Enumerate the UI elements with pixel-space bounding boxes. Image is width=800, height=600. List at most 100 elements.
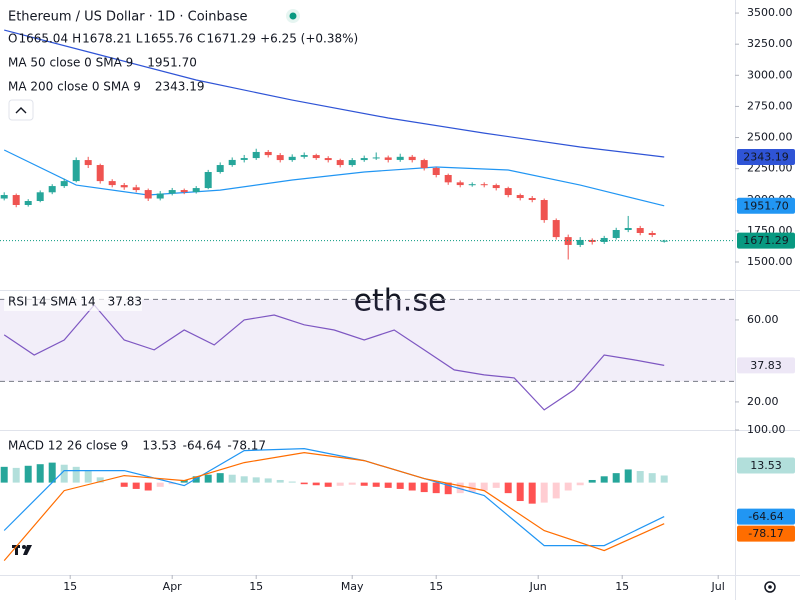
signal-badge: -78.17 [748, 527, 783, 540]
ohlc-value: 1655.76 [143, 32, 193, 46]
candle-body [252, 151, 260, 159]
candle-body [504, 188, 512, 196]
indicator-value: 1951.70 [147, 56, 197, 70]
candle-body [276, 155, 284, 161]
candle-body [48, 186, 56, 193]
candle-body [336, 160, 344, 166]
moving-average-line [4, 29, 665, 158]
histogram-bar [276, 479, 284, 483]
ohlc-value: 1671.29 [206, 32, 256, 46]
candle-body [120, 185, 128, 188]
x-tick-label: Jun [529, 580, 547, 593]
candle-body [144, 190, 152, 199]
candle-body [264, 151, 272, 156]
last-price-badge: 1671.29 [743, 234, 789, 247]
histogram-bar [636, 471, 644, 483]
histogram-bar [144, 482, 152, 491]
candle-body [408, 156, 416, 161]
histogram-bar [324, 482, 332, 487]
ohlc-label: H [72, 32, 81, 46]
candle-body [72, 160, 80, 182]
rsi-badge: 37.83 [750, 359, 782, 372]
histogram-bar [240, 476, 248, 483]
candle-body [156, 193, 164, 199]
histogram-bar [0, 466, 8, 483]
histogram-bar [552, 482, 560, 499]
histogram-bar [336, 482, 344, 486]
candle-body [576, 239, 584, 245]
candle-body [108, 181, 116, 186]
ma50-badge-bg [737, 197, 795, 214]
histogram-bar [204, 474, 212, 483]
histogram-bar [156, 482, 164, 487]
histogram-bar [132, 482, 140, 489]
collapse-button[interactable] [8, 99, 34, 121]
ohlc-change: +6.25 (+0.38%) [260, 32, 358, 46]
y-tick-label: 20.00 [747, 395, 779, 408]
histogram-bar [612, 473, 620, 483]
x-tick-label: 15 [615, 580, 629, 593]
histogram-bar [300, 482, 308, 485]
histogram-bar [264, 478, 272, 483]
histogram-bar [228, 474, 236, 483]
histogram-bar [24, 465, 32, 483]
y-tick-label: 60.00 [747, 313, 779, 326]
histogram-bar [60, 464, 68, 483]
indicator-value: 37.83 [108, 295, 142, 309]
watermark: eth.se [354, 284, 447, 319]
candle-body [300, 155, 308, 157]
candle-body [96, 165, 104, 182]
histogram-bar [564, 482, 572, 491]
histogram-bar [600, 476, 608, 483]
x-tick-label: 15 [63, 580, 77, 593]
y-tick-label: 2500.00 [747, 131, 793, 144]
candle-body [204, 172, 212, 189]
x-tick-label: Apr [163, 580, 183, 593]
rsi-line [3, 304, 665, 411]
histogram-bar [540, 482, 548, 503]
candle-body [288, 156, 296, 161]
signal-line [3, 451, 665, 561]
candle-body [516, 195, 524, 199]
indicator-name: MA 200 close 0 SMA 9 [8, 80, 141, 94]
candle-body [600, 237, 608, 242]
rsi-band [0, 299, 735, 382]
logo-part [23, 545, 32, 555]
histogram-bar [396, 482, 404, 489]
histogram-bar [432, 482, 440, 494]
histogram-bar [252, 477, 260, 483]
candle-body [312, 155, 320, 159]
candle-body [192, 188, 200, 193]
ohlc-label: L [136, 32, 143, 46]
histogram-bar [468, 482, 476, 493]
histogram-bar [348, 482, 356, 485]
candle-body [132, 187, 140, 191]
ohlc-label: C [197, 32, 205, 46]
histogram-bar [192, 476, 200, 483]
macd-line [3, 447, 665, 547]
candle-body [180, 190, 188, 193]
histogram-bar [504, 482, 512, 494]
ohlc-value: 1678.21 [82, 32, 132, 46]
candle-body [384, 157, 392, 160]
candle-body [0, 195, 8, 199]
indicator-name: RSI 14 SMA 14 [8, 295, 96, 309]
indicator-value: -78.17 [227, 439, 266, 453]
histogram-bar [372, 482, 380, 487]
histogram-bar [216, 473, 224, 483]
y-tick-label: 1500.00 [747, 255, 793, 268]
histogram-bar [456, 482, 464, 494]
candle-body [540, 200, 548, 221]
histogram-bar [648, 473, 656, 483]
candle-body [624, 228, 632, 231]
settings-button[interactable] [764, 581, 776, 593]
y-tick-label: 2750.00 [747, 99, 793, 112]
histogram-bar [660, 475, 668, 483]
last-price-badge-bg [737, 232, 795, 249]
indicator-value: 13.53 [142, 439, 176, 453]
ohlc-label: O [8, 32, 17, 46]
candle-body [168, 190, 176, 194]
candle-body [636, 228, 644, 233]
